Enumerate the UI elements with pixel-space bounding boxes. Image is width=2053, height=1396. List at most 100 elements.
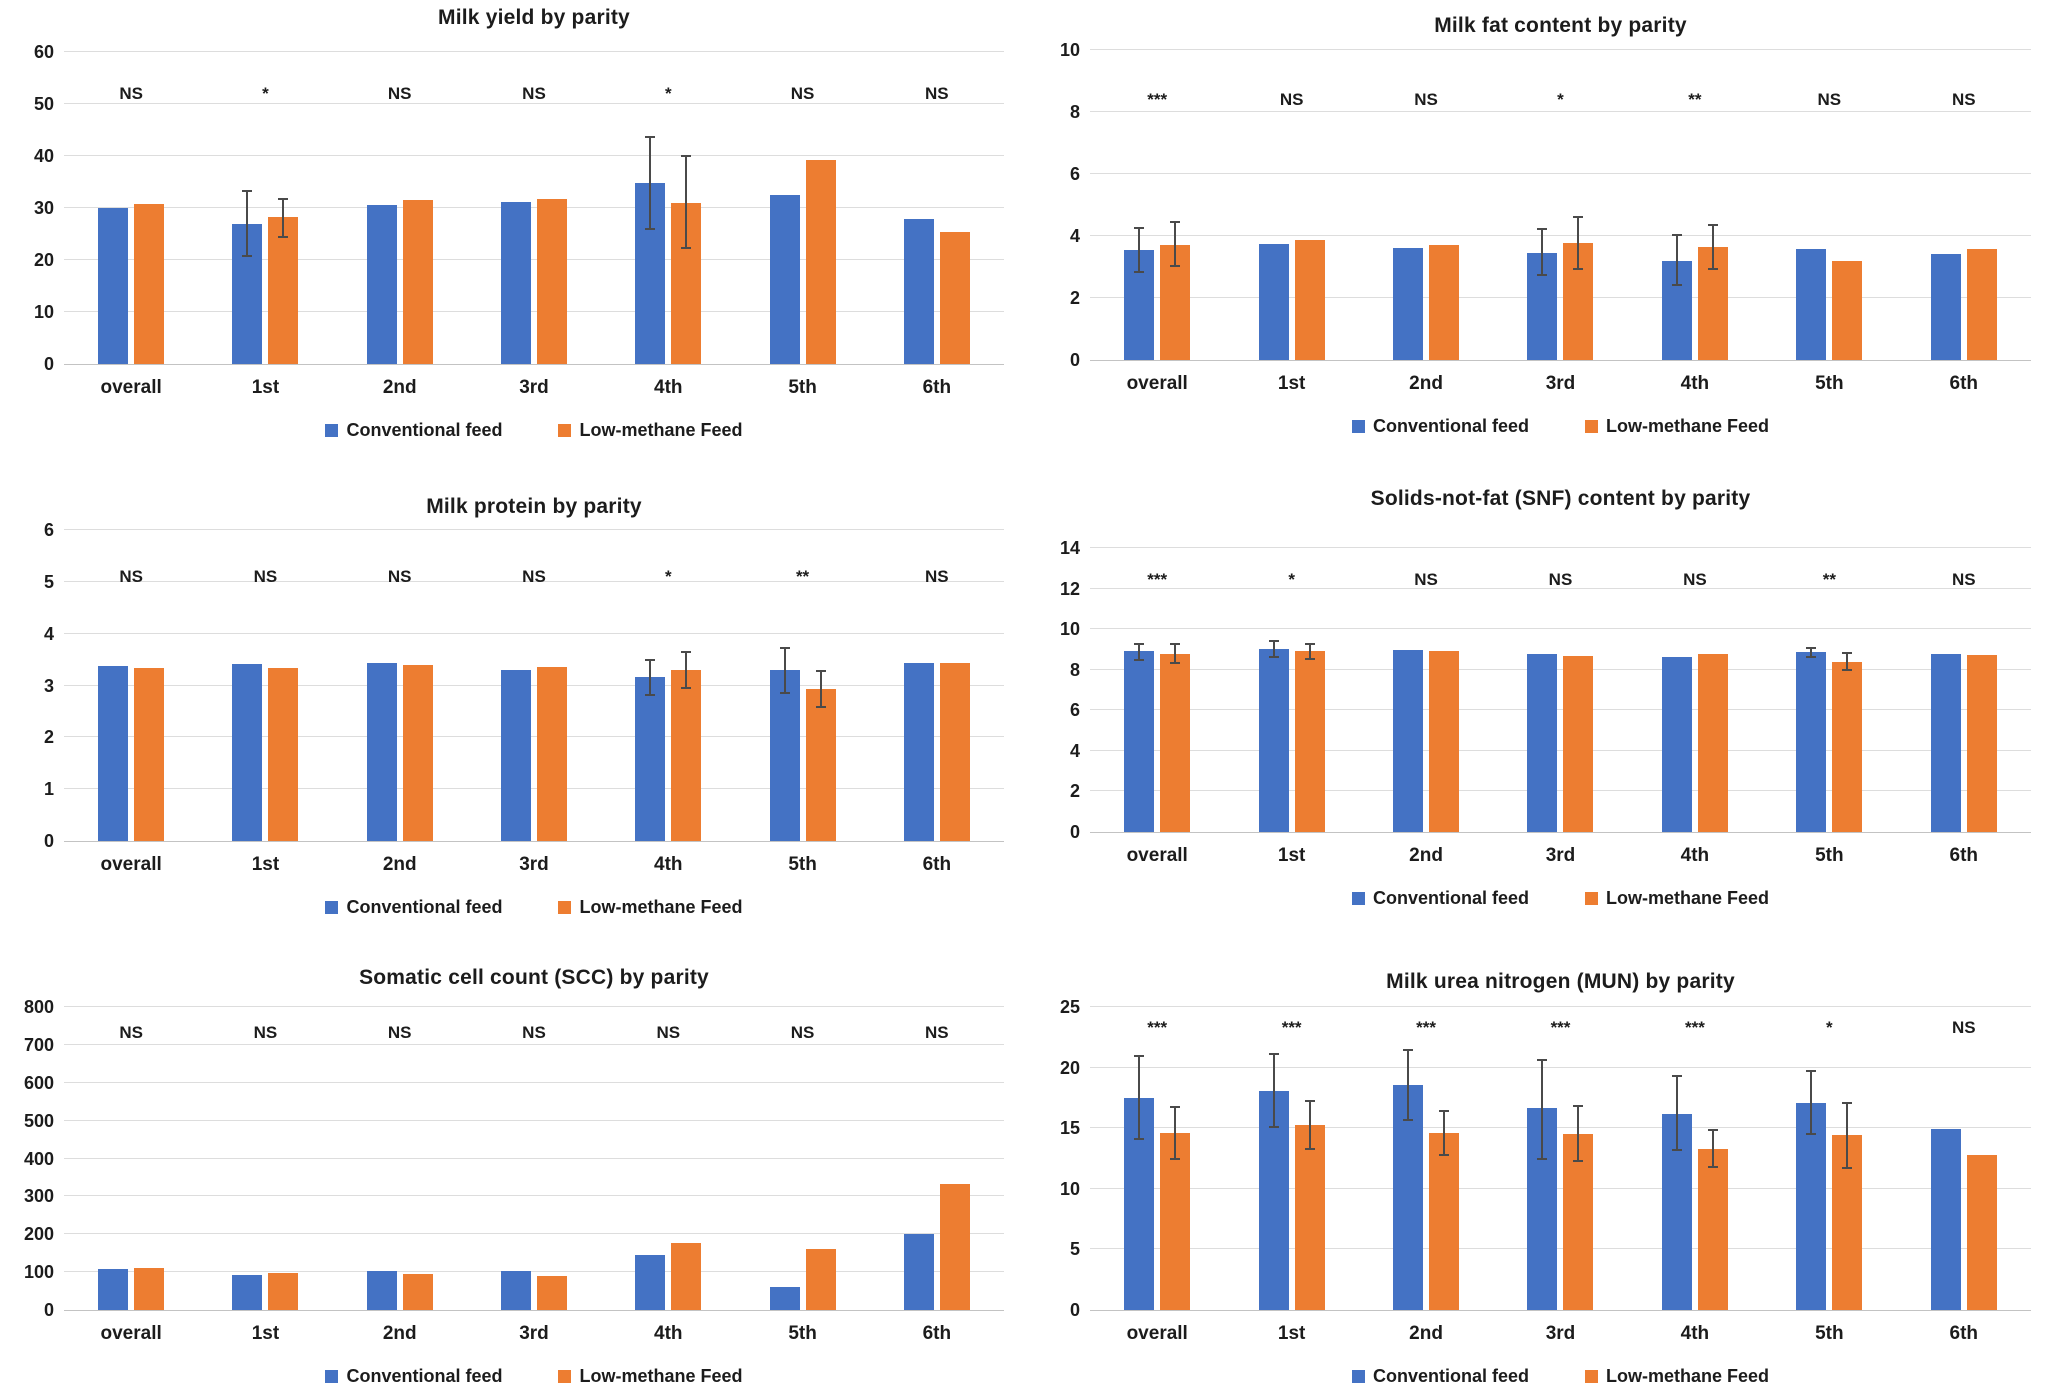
legend-swatch-low-methane-feed bbox=[558, 901, 572, 914]
x-axis-category-label: 4th bbox=[654, 377, 683, 398]
category-group: NS bbox=[467, 52, 601, 364]
category-group: *** bbox=[1493, 1007, 1627, 1310]
error-bar-top-cap bbox=[1268, 640, 1279, 643]
x-axis-category-label: 5th bbox=[788, 1323, 817, 1344]
category-group: * bbox=[601, 530, 735, 841]
error-bar-bottom-cap bbox=[779, 692, 790, 695]
error-bar-bottom-cap bbox=[1170, 661, 1181, 664]
bar-conventional-feed bbox=[366, 204, 397, 364]
gridline bbox=[1090, 173, 2031, 174]
bar-conventional-feed bbox=[1393, 247, 1424, 360]
gridline bbox=[64, 259, 1004, 260]
y-axis-tick-label: 40 bbox=[33, 146, 54, 166]
error-bar-bottom-cap bbox=[1170, 1157, 1181, 1160]
y-axis-tick-label: 8 bbox=[1069, 659, 1080, 680]
error-bar bbox=[645, 136, 656, 230]
error-bar bbox=[1842, 1101, 1853, 1170]
error-bar-top-cap bbox=[1134, 226, 1145, 229]
legend-item: Low-methane Feed bbox=[1584, 1366, 1769, 1387]
gridline bbox=[1090, 1006, 2031, 1007]
category-group: NS bbox=[1493, 548, 1627, 832]
y-axis-tick-label: 25 bbox=[1059, 997, 1080, 1017]
legend: Conventional feed Low-methane Feed bbox=[64, 420, 1004, 441]
error-bar-bottom-cap bbox=[1268, 1126, 1279, 1129]
gridline bbox=[64, 103, 1004, 104]
error-bar-line bbox=[1577, 215, 1580, 271]
error-bar bbox=[681, 650, 692, 690]
error-bar-line bbox=[1308, 643, 1311, 660]
bar-conventional-feed bbox=[1258, 649, 1289, 832]
error-bar-bottom-cap bbox=[1806, 655, 1817, 658]
y-axis-tick-label: 400 bbox=[23, 1148, 54, 1169]
gridline bbox=[64, 51, 1004, 52]
y-axis-tick-label: 200 bbox=[23, 1224, 54, 1245]
error-bar-bottom-cap bbox=[1573, 268, 1584, 271]
error-bar-line bbox=[1711, 1129, 1714, 1169]
error-bar-line bbox=[783, 646, 786, 695]
error-bar-bottom-cap bbox=[1134, 271, 1145, 274]
error-bar-bottom-cap bbox=[1707, 268, 1718, 271]
x-axis-category-label: overall bbox=[1126, 845, 1188, 866]
bar-conventional-feed bbox=[635, 1255, 666, 1310]
error-bar-top-cap bbox=[1403, 1049, 1414, 1052]
error-bar-top-cap bbox=[1537, 228, 1548, 231]
error-bar bbox=[779, 646, 790, 695]
y-axis-tick-label: 6 bbox=[1069, 700, 1080, 721]
chart-title: Milk protein by parity bbox=[426, 495, 642, 518]
legend-item: Low-methane Feed bbox=[558, 897, 743, 918]
category-group: NS bbox=[1897, 548, 2031, 832]
error-bar-line bbox=[1174, 643, 1177, 664]
x-axis-category-label: 4th bbox=[654, 1323, 683, 1344]
bar-low-methane-feed bbox=[1697, 1148, 1728, 1310]
y-axis-tick-label: 0 bbox=[1069, 1300, 1080, 1320]
gridline bbox=[1090, 547, 2031, 548]
bar-conventional-feed bbox=[1930, 1129, 1961, 1310]
significance-marker: * bbox=[664, 83, 672, 103]
error-bar-line bbox=[1675, 1074, 1678, 1152]
bar-low-methane-feed bbox=[1966, 249, 1997, 360]
significance-marker: NS bbox=[1548, 570, 1573, 590]
x-axis-category-label: 2nd bbox=[382, 1323, 417, 1344]
bar-low-methane-feed bbox=[939, 231, 970, 364]
significance-marker: NS bbox=[790, 83, 815, 103]
significance-marker: NS bbox=[656, 1023, 681, 1043]
y-axis-tick-label: 4 bbox=[43, 623, 54, 644]
error-bar-bottom-cap bbox=[681, 246, 692, 249]
bar-low-methane-feed bbox=[671, 1242, 702, 1310]
bar-conventional-feed bbox=[1930, 653, 1961, 832]
legend-label: Low-methane Feed bbox=[1605, 416, 1770, 436]
bar-conventional-feed bbox=[1930, 253, 1961, 360]
error-bar-top-cap bbox=[242, 189, 253, 192]
y-axis-tick-label: 4 bbox=[1069, 740, 1080, 761]
y-axis-tick-label: 0 bbox=[43, 354, 54, 374]
error-bar-top-cap bbox=[1842, 652, 1853, 655]
legend-swatch-low-methane-feed bbox=[1584, 892, 1598, 905]
error-bar-top-cap bbox=[1671, 1074, 1682, 1077]
chart-title: Solids-not-fat (SNF) content by parity bbox=[1370, 487, 1751, 510]
gridline bbox=[64, 684, 1004, 686]
significance-marker: ** bbox=[1688, 89, 1702, 109]
gridline bbox=[1090, 49, 2031, 50]
significance-marker: *** bbox=[1281, 1017, 1302, 1037]
category-group: *** bbox=[1090, 50, 1224, 360]
x-axis-category-label: 4th bbox=[1680, 373, 1710, 394]
error-bar-bottom-cap bbox=[1671, 283, 1682, 286]
category-group: NS bbox=[64, 1007, 198, 1310]
error-bar-bottom-cap bbox=[1134, 1138, 1145, 1141]
error-bar-line bbox=[1810, 647, 1813, 658]
bar-low-methane-feed bbox=[1429, 1133, 1460, 1310]
y-axis-tick-label: 0 bbox=[43, 831, 54, 851]
plot-area: 0 2 4 6 8 10 12 14 *** * NS NS NS ** NS bbox=[1060, 538, 2031, 842]
gridline bbox=[64, 580, 1004, 582]
error-bar-line bbox=[1443, 1110, 1446, 1157]
error-bar-line bbox=[1272, 640, 1275, 658]
error-bar bbox=[1806, 647, 1817, 658]
legend-item: Low-methane Feed bbox=[1584, 416, 1770, 437]
error-bar-top-cap bbox=[1842, 1101, 1853, 1104]
error-bar bbox=[1134, 1055, 1145, 1141]
bar-low-methane-feed bbox=[402, 665, 433, 841]
error-bar-bottom-cap bbox=[1170, 265, 1181, 267]
significance-marker: NS bbox=[1683, 570, 1707, 590]
x-axis-category-label: 1st bbox=[251, 377, 280, 398]
error-bar-line bbox=[649, 136, 652, 230]
